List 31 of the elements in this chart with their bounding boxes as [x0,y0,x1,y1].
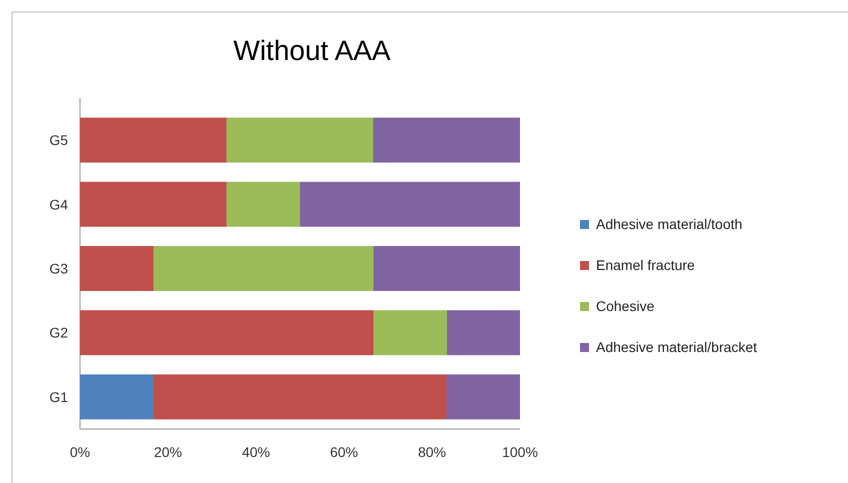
bar [80,310,374,356]
bar [373,118,520,163]
legend-label: Enamel fracture [596,257,696,273]
y-tick-label: G3 [49,260,68,276]
x-tick-label: 60% [330,444,358,460]
legend-label: Cohesive [596,298,655,314]
x-tick-label: 80% [418,444,446,460]
bar [373,246,520,291]
y-tick-label: G1 [49,388,68,405]
x-tick-label: 20% [154,444,182,460]
x-tick-label: 40% [242,444,270,460]
y-tick-label: G5 [49,132,68,148]
bar [153,246,374,291]
bar [300,182,520,227]
bar [80,118,227,163]
legend-label: Adhesive material/bracket [596,339,758,355]
bar [153,374,447,420]
bar [226,182,300,227]
bar [80,182,227,227]
y-tick-label: G2 [49,324,68,341]
bar [446,310,520,356]
chart-title: Without AAA [233,35,391,66]
bar [80,374,154,420]
legend-label: Adhesive material/tooth [596,216,742,232]
bar [226,118,374,163]
bar [373,310,447,356]
y-tick-label: G4 [49,196,68,212]
x-tick-label: 100% [502,444,538,460]
x-tick-label: 0% [70,444,90,460]
bar [80,246,154,291]
bar [446,374,520,420]
